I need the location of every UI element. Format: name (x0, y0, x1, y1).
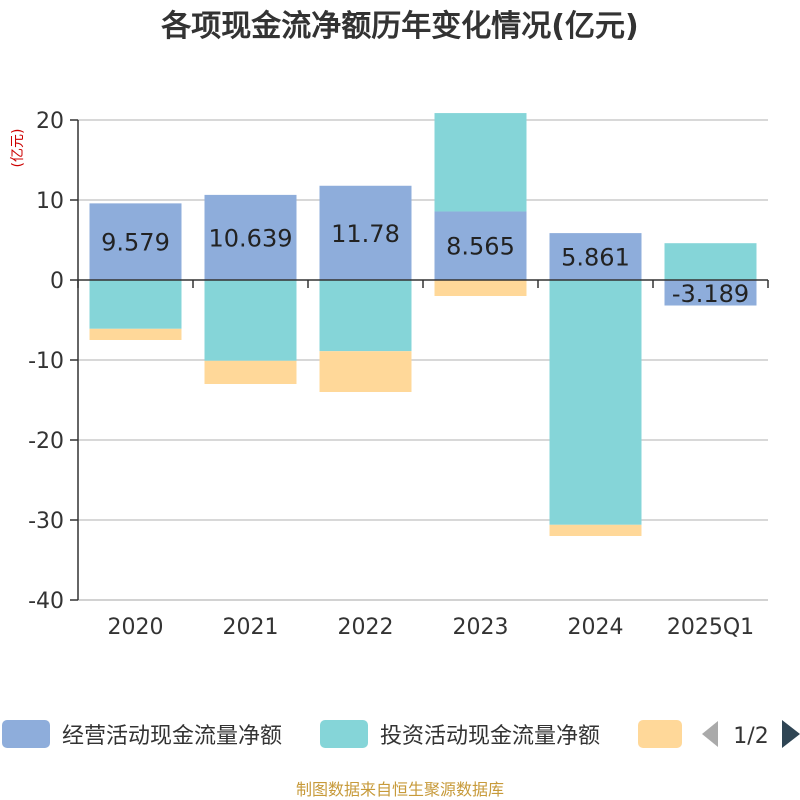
data-label: -3.189 (672, 280, 749, 308)
legend-page-indicator: 1/2 (733, 724, 768, 749)
legend-label-operating[interactable]: 经营活动现金流量净额 (62, 724, 282, 749)
y-axis-unit-label: (亿元) (10, 129, 26, 168)
bar-operating[interactable] (434, 211, 527, 280)
legend-swatch-financing[interactable] (638, 720, 682, 748)
source-note: 制图数据来自恒生聚源数据库 (296, 780, 504, 799)
bar-financing[interactable] (89, 328, 182, 340)
bar-investing[interactable] (549, 280, 642, 525)
bar-operating[interactable] (664, 280, 757, 306)
data-label: 10.639 (209, 224, 293, 252)
data-labels-layer: 9.579 10.639 11.78 8.565 5.861 -3.189 (77, 220, 769, 308)
bar-operating[interactable] (89, 203, 182, 280)
y-tick-label: -20 (28, 429, 64, 454)
legend-swatch-operating[interactable] (2, 720, 50, 748)
triangle-left-icon[interactable] (702, 721, 718, 747)
bar-investing[interactable] (319, 280, 412, 352)
x-tick-label: 2024 (568, 615, 624, 640)
y-tick-label: -40 (28, 589, 64, 614)
x-tick-label: 2025Q1 (667, 615, 754, 640)
data-label: 11.78 (331, 220, 400, 248)
axis-layer: 20 10 0 -10 -20 -30 -40 2020 2021 2022 2023 2024 202… (28, 109, 754, 640)
legend: 经营活动现金流量净额 投资活动现金流量净额 1/2 (2, 720, 800, 749)
bar-investing[interactable] (89, 280, 182, 329)
y-tick-label: -10 (28, 349, 64, 374)
bar-financing[interactable] (434, 280, 527, 296)
bar-investing[interactable] (664, 243, 757, 280)
x-tick-label: 2023 (453, 615, 509, 640)
x-tick-label: 2022 (338, 615, 394, 640)
bar-investing[interactable] (434, 113, 527, 212)
bar-operating[interactable] (549, 233, 642, 280)
triangle-right-icon[interactable] (782, 720, 800, 748)
bar-operating[interactable] (204, 194, 297, 280)
legend-swatch-investing[interactable] (320, 720, 368, 748)
bar-operating[interactable] (319, 185, 412, 280)
bar-financing[interactable] (319, 351, 412, 392)
x-tick-label: 2021 (223, 615, 279, 640)
y-tick-label: 20 (36, 109, 64, 134)
legend-label-investing[interactable]: 投资活动现金流量净额 (380, 724, 600, 749)
bar-financing[interactable] (204, 360, 297, 384)
bar-investing[interactable] (204, 280, 297, 361)
bars-layer (89, 113, 757, 536)
y-tick-label: 0 (50, 269, 64, 294)
y-tick-label: 10 (36, 189, 64, 214)
data-label: 8.565 (446, 233, 515, 261)
bar-financing[interactable] (549, 524, 642, 536)
y-tick-label: -30 (28, 509, 64, 534)
data-label: 9.579 (101, 229, 170, 257)
grid-layer (78, 119, 768, 601)
x-tick-label: 2020 (108, 615, 164, 640)
chart-title: 各项现金流净额历年变化情况(亿元) (160, 9, 638, 44)
data-label: 5.861 (561, 244, 630, 272)
